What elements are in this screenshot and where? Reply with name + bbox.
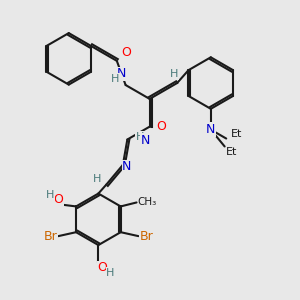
Text: O: O [121,46,131,59]
Text: H: H [93,174,102,184]
Text: H: H [170,69,178,79]
Text: O: O [157,120,166,133]
Text: Br: Br [44,230,57,243]
Text: N: N [117,67,126,80]
Text: Br: Br [140,230,153,243]
Text: N: N [122,160,131,173]
Text: H: H [106,268,115,278]
Text: CH₃: CH₃ [137,197,157,208]
Text: Et: Et [231,129,242,139]
Text: N: N [141,134,150,147]
Text: O: O [98,261,107,274]
Text: H: H [111,74,119,84]
Text: Et: Et [226,147,237,158]
Text: H: H [136,132,144,142]
Text: O: O [53,193,63,206]
Text: N: N [206,123,215,136]
Text: H: H [46,190,55,200]
